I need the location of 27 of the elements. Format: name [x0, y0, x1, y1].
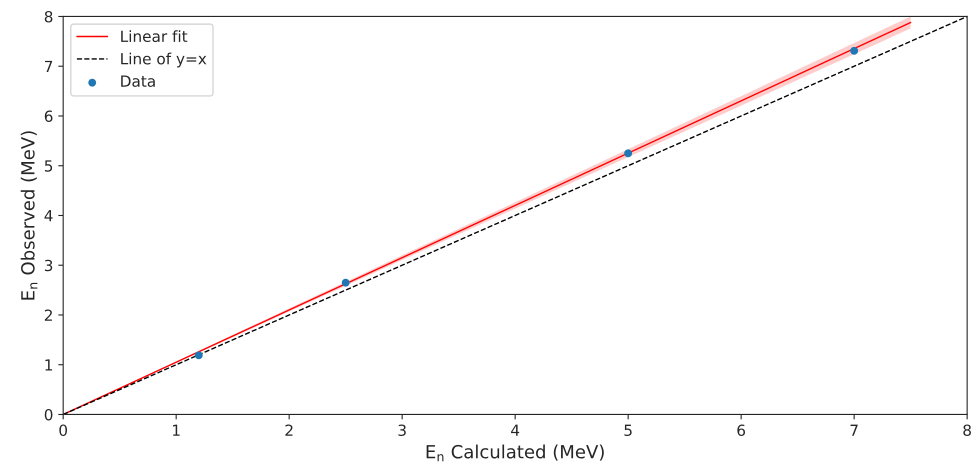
y-tick-label: 4 — [44, 210, 53, 222]
y-tick-label: 6 — [44, 110, 52, 122]
y-tick-label: 7 — [44, 60, 52, 72]
x-axis-title: E$_{n}$ Calculated (MeV) — [426, 444, 604, 462]
y-tick-label: 8 — [44, 10, 52, 23]
x-tick-label: 2 — [285, 424, 292, 436]
y-tick-label: 0 — [44, 408, 52, 420]
y-tick-label: 5 — [44, 160, 52, 172]
x-tick-label: 8 — [963, 424, 971, 436]
x-tick-label: 1 — [172, 424, 180, 436]
x-tick-label: 6 — [737, 424, 746, 436]
legend-label: Data — [121, 76, 155, 87]
x-tick-label: 3 — [398, 424, 406, 436]
y-tick-label: 1 — [45, 359, 52, 371]
y-axis-title: E$_{n}$ Observed (MeV) — [20, 131, 38, 300]
x-tick-label: 4 — [511, 424, 520, 436]
point — [850, 46, 858, 55]
y-tick-label: 2 — [44, 309, 52, 321]
point — [194, 351, 203, 360]
x-tick-label: 0 — [59, 424, 68, 436]
legend-label: Linear fit — [121, 30, 188, 42]
legend-label: Line of y=x — [121, 52, 206, 68]
point — [342, 278, 350, 287]
y-tick-label: 3 — [44, 260, 52, 272]
point — [624, 149, 632, 158]
x-tick-label: 7 — [850, 424, 858, 436]
x-tick-label: 5 — [624, 424, 632, 436]
